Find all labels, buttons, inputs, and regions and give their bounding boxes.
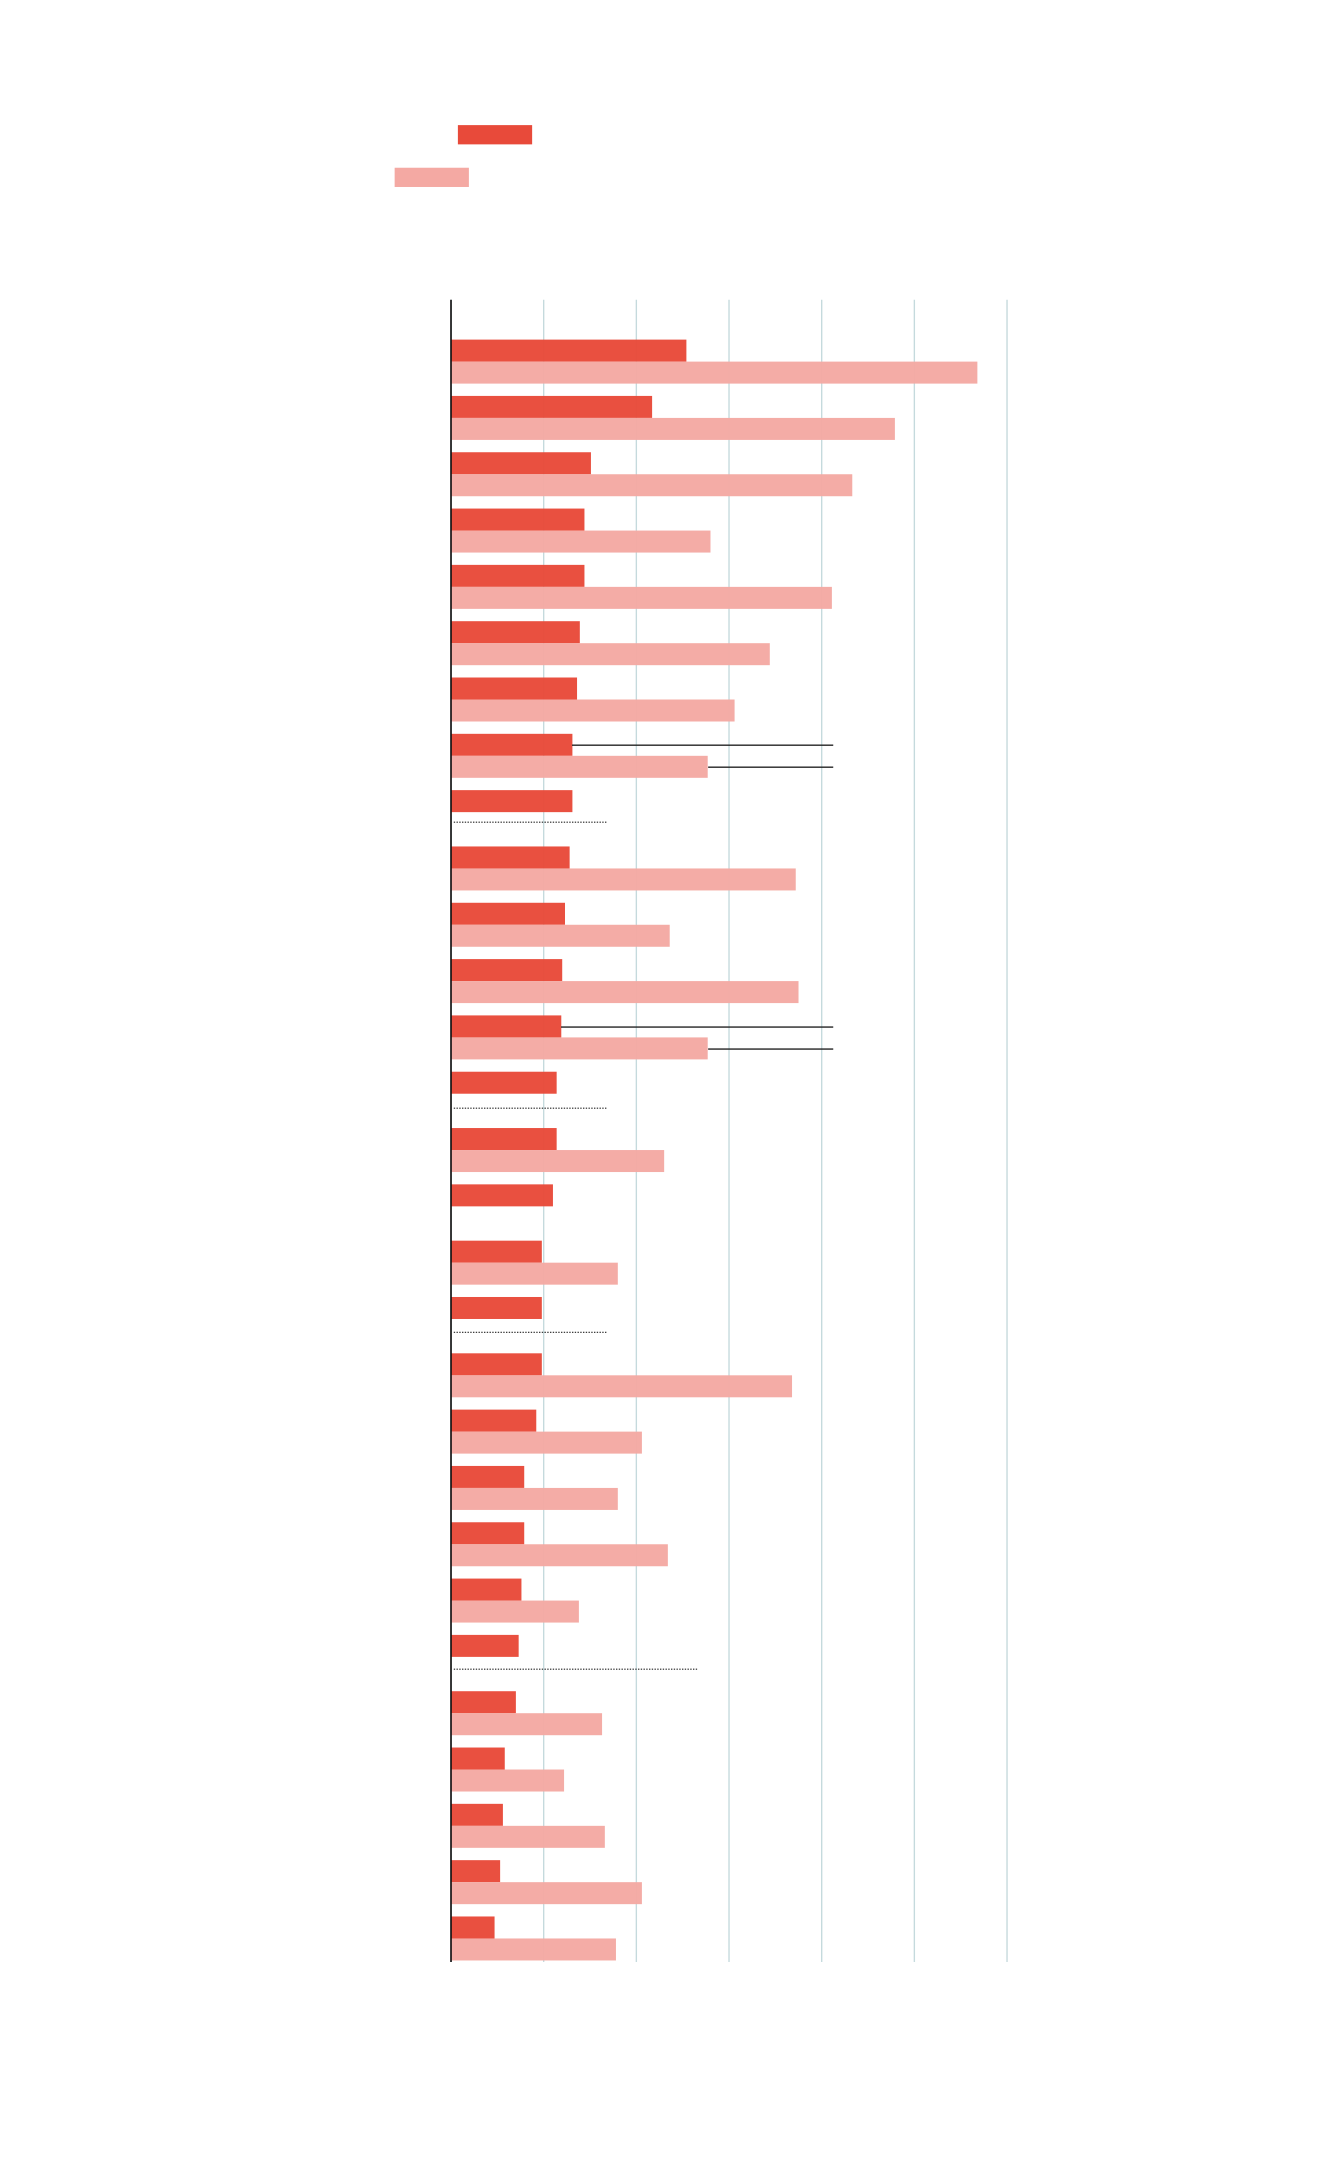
bar — [451, 1409, 537, 1432]
bar — [451, 1037, 708, 1060]
bar — [451, 1353, 542, 1376]
legend-swatch — [394, 167, 469, 187]
bar — [451, 677, 578, 700]
bar — [451, 417, 895, 440]
bar — [451, 1938, 616, 1961]
bar — [451, 1747, 505, 1770]
bar — [451, 1578, 522, 1601]
bar — [451, 1240, 542, 1263]
bar — [451, 1769, 565, 1792]
bar — [451, 1375, 793, 1398]
bar — [451, 339, 687, 362]
bar — [451, 846, 570, 869]
bar — [451, 395, 653, 418]
bar — [451, 1128, 557, 1151]
bar — [451, 924, 670, 947]
bar — [451, 902, 565, 925]
bar — [451, 621, 580, 644]
bar — [451, 868, 796, 891]
bar — [451, 1431, 642, 1454]
bar — [451, 1071, 557, 1094]
bar — [451, 1015, 562, 1038]
bar — [451, 452, 591, 475]
legend — [394, 125, 533, 187]
bar — [451, 1882, 642, 1905]
bar — [451, 1860, 501, 1883]
legend-swatch — [457, 125, 533, 145]
bar — [451, 361, 978, 384]
bar — [451, 1522, 525, 1545]
bar — [451, 564, 585, 587]
bar — [451, 643, 770, 666]
bar — [451, 1262, 618, 1285]
bar — [451, 474, 853, 497]
bar — [451, 959, 563, 982]
bar — [451, 1184, 553, 1207]
bar — [451, 1296, 542, 1319]
bar — [451, 1465, 525, 1488]
bar — [451, 1544, 668, 1567]
bar — [451, 1825, 605, 1848]
bar — [451, 755, 708, 778]
bars — [451, 339, 978, 1961]
bar — [451, 586, 832, 609]
bar — [451, 530, 711, 553]
bar — [451, 1713, 603, 1736]
bar — [451, 790, 573, 813]
bar — [451, 699, 735, 722]
bar — [451, 733, 573, 756]
bar — [451, 1634, 519, 1657]
annotations — [453, 744, 834, 1670]
bar — [451, 1600, 579, 1623]
bar — [451, 508, 585, 531]
bar — [451, 1803, 503, 1826]
bar — [451, 1487, 618, 1510]
bar — [451, 1916, 495, 1939]
bar — [451, 1691, 516, 1714]
bar — [451, 981, 799, 1004]
bar — [451, 1150, 665, 1173]
